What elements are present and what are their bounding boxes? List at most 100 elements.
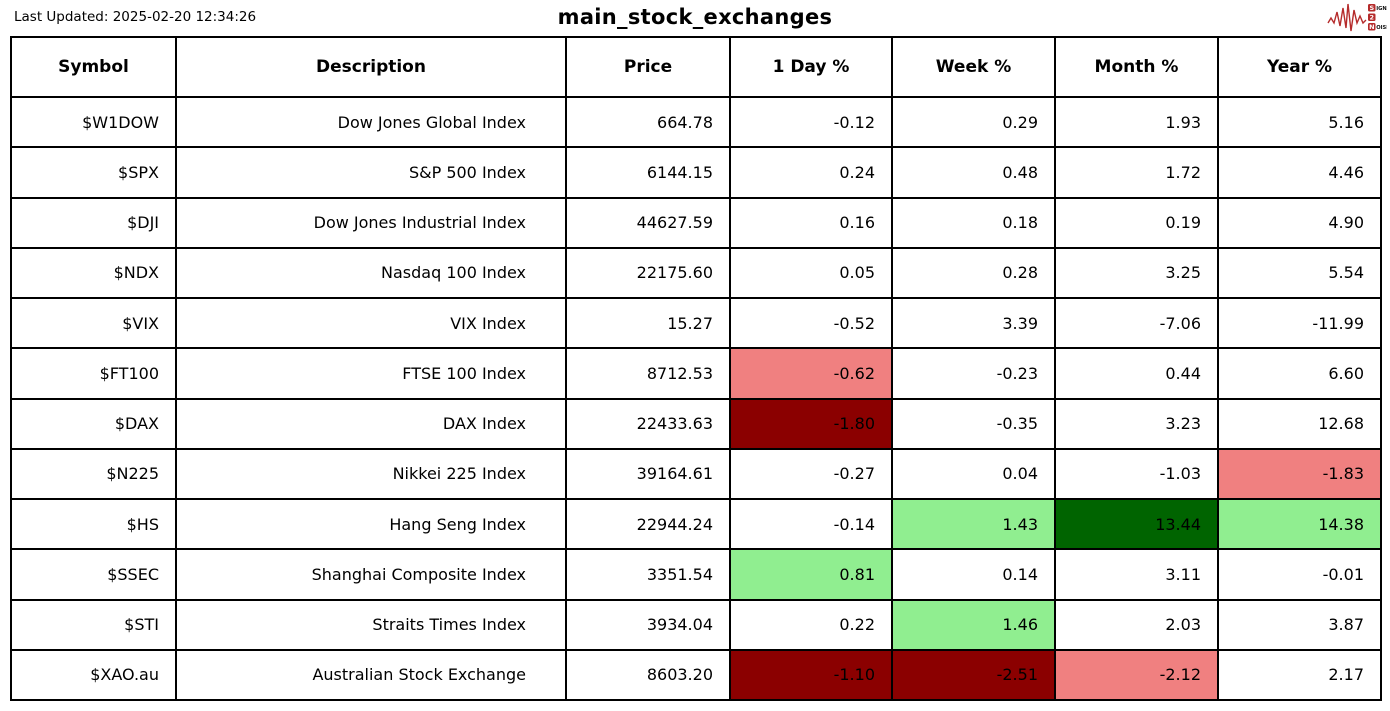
table-row: $DJI Dow Jones Industrial Index 44627.59… <box>10 196 1382 249</box>
table-row: $W1DOW Dow Jones Global Index 664.78 -0.… <box>10 95 1382 149</box>
table-row: $HS Hang Seng Index 22944.24 -0.14 1.43 … <box>10 497 1382 551</box>
cell-symbol: $VIX <box>10 296 177 350</box>
cell-symbol: $NDX <box>10 246 177 300</box>
cell-1day-pct: 0.81 <box>729 548 893 601</box>
table-row: $FT100 FTSE 100 Index 8712.53 -0.62 -0.2… <box>10 347 1382 400</box>
cell-1day-pct: -0.14 <box>729 497 893 551</box>
logo-badge-n <box>1368 23 1376 31</box>
cell-1day-pct: -0.62 <box>729 347 893 400</box>
cell-week-pct: 0.29 <box>891 95 1056 149</box>
cell-week-pct: 0.04 <box>891 447 1056 501</box>
cell-price: 8712.53 <box>565 347 731 400</box>
cell-week-pct: 1.46 <box>891 598 1056 651</box>
cell-1day-pct: 0.05 <box>729 246 893 300</box>
cell-description: Dow Jones Global Index <box>175 95 567 149</box>
cell-price: 664.78 <box>565 95 731 149</box>
table-row: $SSEC Shanghai Composite Index 3351.54 0… <box>10 548 1382 601</box>
cell-description: Nikkei 225 Index <box>175 447 567 501</box>
cell-description: Australian Stock Exchange <box>175 648 567 702</box>
cell-year-pct: 14.38 <box>1217 497 1382 551</box>
logo-badge-s <box>1368 4 1376 12</box>
cell-price: 8603.20 <box>565 648 731 702</box>
cell-week-pct: -0.35 <box>891 397 1056 450</box>
cell-year-pct: -0.01 <box>1217 548 1382 601</box>
cell-week-pct: 0.48 <box>891 146 1056 199</box>
cell-1day-pct: -0.12 <box>729 95 893 149</box>
cell-price: 6144.15 <box>565 146 731 199</box>
cell-description: Straits Times Index <box>175 598 567 651</box>
cell-week-pct: 1.43 <box>891 497 1056 551</box>
cell-month-pct: 1.72 <box>1054 146 1219 199</box>
column-header-description: Description <box>175 36 567 98</box>
cell-year-pct: 6.60 <box>1217 347 1382 400</box>
table-body: $W1DOW Dow Jones Global Index 664.78 -0.… <box>10 95 1382 702</box>
cell-symbol: $FT100 <box>10 347 177 400</box>
cell-month-pct: 0.19 <box>1054 196 1219 249</box>
cell-symbol: $HS <box>10 497 177 551</box>
cell-symbol: $DAX <box>10 397 177 450</box>
cell-month-pct: 3.23 <box>1054 397 1219 450</box>
cell-1day-pct: -1.10 <box>729 648 893 702</box>
cell-month-pct: 0.44 <box>1054 347 1219 400</box>
table-row: $SPX S&P 500 Index 6144.15 0.24 0.48 1.7… <box>10 146 1382 199</box>
cell-month-pct: 1.93 <box>1054 95 1219 149</box>
cell-year-pct: 2.17 <box>1217 648 1382 702</box>
table-row: $VIX VIX Index 15.27 -0.52 3.39 -7.06 -1… <box>10 296 1382 350</box>
cell-symbol: $W1DOW <box>10 95 177 149</box>
column-header-month: Month % <box>1054 36 1219 98</box>
cell-description: VIX Index <box>175 296 567 350</box>
cell-week-pct: 0.14 <box>891 548 1056 601</box>
cell-year-pct: -1.83 <box>1217 447 1382 501</box>
cell-year-pct: 5.16 <box>1217 95 1382 149</box>
table-row: $NDX Nasdaq 100 Index 22175.60 0.05 0.28… <box>10 246 1382 300</box>
cell-symbol: $DJI <box>10 196 177 249</box>
cell-description: FTSE 100 Index <box>175 347 567 400</box>
table-row: $XAO.au Australian Stock Exchange 8603.2… <box>10 648 1382 702</box>
cell-price: 3351.54 <box>565 548 731 601</box>
cell-price: 3934.04 <box>565 598 731 651</box>
cell-description: DAX Index <box>175 397 567 450</box>
cell-symbol: $XAO.au <box>10 648 177 702</box>
page-title: main_stock_exchanges <box>557 5 833 29</box>
cell-week-pct: 0.18 <box>891 196 1056 249</box>
cell-month-pct: 3.25 <box>1054 246 1219 300</box>
cell-year-pct: 4.46 <box>1217 146 1382 199</box>
signal2noise-logo: S IGNAL 2 N OISE <box>1327 3 1387 32</box>
cell-price: 22175.60 <box>565 246 731 300</box>
cell-description: Dow Jones Industrial Index <box>175 196 567 249</box>
logo-letter-2: 2 <box>1370 14 1375 22</box>
table-header: Symbol Description Price 1 Day % Week % … <box>10 36 1382 98</box>
cell-price: 22944.24 <box>565 497 731 551</box>
cell-year-pct: 5.54 <box>1217 246 1382 300</box>
logo-text-noise: OISE <box>1376 25 1387 31</box>
logo-badge-2 <box>1368 13 1376 21</box>
cell-description: Nasdaq 100 Index <box>175 246 567 300</box>
cell-1day-pct: 0.24 <box>729 146 893 199</box>
cell-description: S&P 500 Index <box>175 146 567 199</box>
cell-week-pct: -2.51 <box>891 648 1056 702</box>
waveform-icon <box>1327 3 1367 32</box>
cell-year-pct: 4.90 <box>1217 196 1382 249</box>
cell-description: Shanghai Composite Index <box>175 548 567 601</box>
cell-week-pct: 3.39 <box>891 296 1056 350</box>
cell-price: 44627.59 <box>565 196 731 249</box>
cell-1day-pct: -0.52 <box>729 296 893 350</box>
cell-1day-pct: -1.80 <box>729 397 893 450</box>
cell-week-pct: -0.23 <box>891 347 1056 400</box>
column-header-price: Price <box>565 36 731 98</box>
table-row: $N225 Nikkei 225 Index 39164.61 -0.27 0.… <box>10 447 1382 501</box>
cell-month-pct: -1.03 <box>1054 447 1219 501</box>
cell-month-pct: 13.44 <box>1054 497 1219 551</box>
logo-letter-n: N <box>1369 23 1374 31</box>
cell-price: 39164.61 <box>565 447 731 501</box>
cell-month-pct: 2.03 <box>1054 598 1219 651</box>
cell-year-pct: -11.99 <box>1217 296 1382 350</box>
cell-symbol: $SPX <box>10 146 177 199</box>
cell-month-pct: -2.12 <box>1054 648 1219 702</box>
header-row: Symbol Description Price 1 Day % Week % … <box>10 36 1382 98</box>
table-row: $DAX DAX Index 22433.63 -1.80 -0.35 3.23… <box>10 397 1382 450</box>
cell-symbol: $STI <box>10 598 177 651</box>
column-header-week: Week % <box>891 36 1056 98</box>
column-header-year: Year % <box>1217 36 1382 98</box>
